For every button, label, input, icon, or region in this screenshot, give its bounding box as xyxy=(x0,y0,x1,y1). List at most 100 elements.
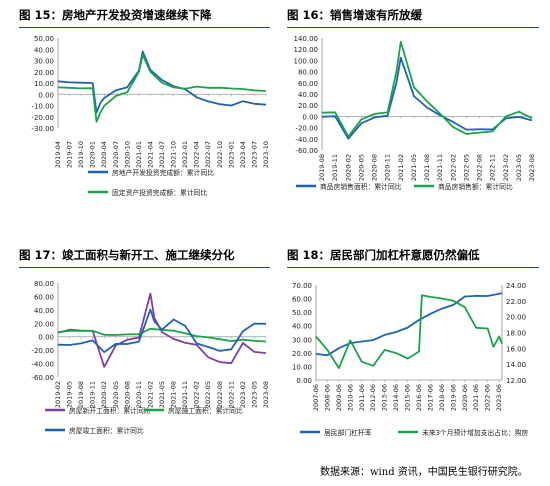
x-tick-label: 2023-08 xyxy=(528,154,536,181)
y-tick-label: 0.00 xyxy=(296,377,312,385)
series-line xyxy=(57,54,267,123)
x-tick-label: 2022-10 xyxy=(216,141,224,168)
y-tick-label: 20.00 xyxy=(34,320,54,328)
x-tick-label: 2019-04 xyxy=(54,141,62,168)
legend-label: 居民部门杠杆率 xyxy=(324,428,372,437)
series-line xyxy=(315,294,503,370)
x-tick-label: 2023-01 xyxy=(227,141,235,168)
x-tick-label: 2023-04 xyxy=(239,141,247,168)
x-tick-label: 2022-07 xyxy=(204,141,212,168)
x-tick-label: 2023-02 xyxy=(239,381,247,408)
x-tick-label: 2020-10 xyxy=(123,141,131,168)
legend-label: 商品房销售额：累计同比 xyxy=(438,182,513,191)
x-tick-label: 2019-08 xyxy=(318,154,326,181)
x-tick-label: 2022-05 xyxy=(204,381,212,408)
chart-title: 图 15：房地产开发投资增速继续下降 xyxy=(19,8,212,22)
chart-17-svg: 80.00 60.00 40.00 20.00 0.00 -20.00 -40.00 -60.… xyxy=(31,280,270,435)
y-tick-label: 50.00 xyxy=(34,35,54,43)
x-tick-label: 2022-01 xyxy=(181,141,189,168)
x-tick-label: 2020-05 xyxy=(112,381,120,408)
y-tick-label: 80.00 xyxy=(34,280,54,288)
title-rule xyxy=(287,27,539,28)
legend-label: 未来3个月预计增加支出占比：购房 xyxy=(422,428,528,437)
y-tick-label: 40.00 xyxy=(292,323,312,331)
x-tick-label: 2023-02 xyxy=(502,154,510,181)
series-line xyxy=(321,40,533,138)
y-tick-label: 60.00 xyxy=(292,296,312,304)
y-tick-label: 10.00 xyxy=(292,363,312,371)
x-tick-label: 2021-11 xyxy=(436,154,444,181)
x-tick-label: 2009-06 xyxy=(335,384,343,411)
y-tick-label: -40.00 xyxy=(31,361,54,369)
series-line xyxy=(57,327,267,343)
y2-tick-label: 14.00 xyxy=(506,361,526,369)
x-tick-label: 2008-06 xyxy=(323,384,331,411)
y-tick-label: 30.00 xyxy=(292,336,312,344)
chart-title: 图 17：竣工面积与新开工、施工继续分化 xyxy=(19,248,235,262)
legend-label: 房屋新开工面积：累计同比 xyxy=(69,406,151,415)
x-tick-label: 2020-02 xyxy=(100,381,108,408)
x-tick-label: 2023-05 xyxy=(250,381,258,408)
y-tick-label: -60.00 xyxy=(295,147,318,155)
x-tick-label: 2020-06 xyxy=(461,384,469,411)
x-tick-label: 2017-06 xyxy=(426,384,434,411)
y-tick-label: 20.00 xyxy=(292,350,312,358)
x-tick-label: 2023-08 xyxy=(262,381,270,408)
x-tick-label: 2019-07 xyxy=(66,141,74,168)
y-tick-label: 50.00 xyxy=(292,309,312,317)
series-line xyxy=(57,308,267,354)
x-tick-label: 2020-11 xyxy=(135,381,143,408)
x-tick-label: 2020-01 xyxy=(89,141,97,168)
x-tick-label: 2012-06 xyxy=(369,384,377,411)
x-tick-label: 2021-01 xyxy=(135,141,143,168)
chart-15-svg: 50.00 40.00 30.00 20.00 10.00 0.00 -10.00 -20.0… xyxy=(31,35,270,197)
y2-tick-label: 24.00 xyxy=(506,282,526,290)
legend-label: 房屋竣工面积：累计同比 xyxy=(69,426,144,435)
y-tick-label: -40.00 xyxy=(295,136,318,144)
x-tick-label: 2022-11 xyxy=(489,154,497,181)
y2-tick-label: 16.00 xyxy=(506,345,526,353)
x-tick-label: 2020-11 xyxy=(384,154,392,181)
y-tick-label: 0.00 xyxy=(302,113,318,121)
y-tick-label: 10.00 xyxy=(34,80,54,88)
x-tick-label: 2015-06 xyxy=(404,384,412,411)
x-tick-label: 2022-05 xyxy=(462,154,470,181)
x-tick-label: 2021-02 xyxy=(397,154,405,181)
x-tick-label: 2020-08 xyxy=(371,154,379,181)
chart-18-svg: 70.0060.0050.0040.0030.0020.0010.000.002… xyxy=(292,282,529,437)
x-tick-label: 2021-04 xyxy=(146,141,154,168)
x-tick-label: 2021-05 xyxy=(410,154,418,181)
y-tick-label: -20.00 xyxy=(31,347,54,355)
x-tick-label: 2010-06 xyxy=(346,384,354,411)
y-tick-label: 100.00 xyxy=(294,57,319,65)
x-tick-label: 2022-02 xyxy=(449,154,457,181)
x-tick-label: 2023-07 xyxy=(250,141,258,168)
x-tick-label: 2022-08 xyxy=(476,154,484,181)
source-note: 数据来源：wind 资讯，中国民生银行研究院。 xyxy=(320,467,528,478)
y-tick-label: -10.00 xyxy=(31,103,54,111)
x-tick-label: 2022-04 xyxy=(193,141,201,168)
y-tick-label: -20.00 xyxy=(31,114,54,122)
y-tick-label: 80.00 xyxy=(298,69,318,77)
y-tick-label: -30.00 xyxy=(31,125,54,133)
x-tick-label: 2021-10 xyxy=(170,141,178,168)
x-tick-label: 2021-05 xyxy=(158,381,166,408)
y-tick-label: 30.00 xyxy=(34,58,54,66)
x-tick-label: 2021-11 xyxy=(181,381,189,408)
x-tick-label: 2016-06 xyxy=(415,384,423,411)
legend-label: 房地产开发投资完成额：累计同比 xyxy=(112,168,214,177)
x-tick-label: 2023-06 xyxy=(495,384,503,411)
x-tick-label: 2022-02 xyxy=(193,381,201,408)
x-tick-label: 2022-08 xyxy=(216,381,224,408)
y-tick-label: -20.00 xyxy=(295,125,318,133)
x-tick-label: 2020-02 xyxy=(344,154,352,181)
legend-label: 房屋施工面积：累计同比 xyxy=(168,406,243,415)
x-tick-label: 2020-08 xyxy=(123,381,131,408)
legend-label: 商品房销售面积：累计同比 xyxy=(320,182,402,191)
x-tick-label: 2019-11 xyxy=(89,381,97,408)
chart-16-svg: 140.00 120.00 100.00 80.00 60.00 40.00 20.00 0.… xyxy=(294,35,537,191)
y2-tick-label: 18.00 xyxy=(506,330,526,338)
y2-tick-label: 12.00 xyxy=(506,377,526,385)
x-tick-label: 2021-02 xyxy=(146,381,154,408)
x-tick-label: 2007-06 xyxy=(312,384,320,411)
